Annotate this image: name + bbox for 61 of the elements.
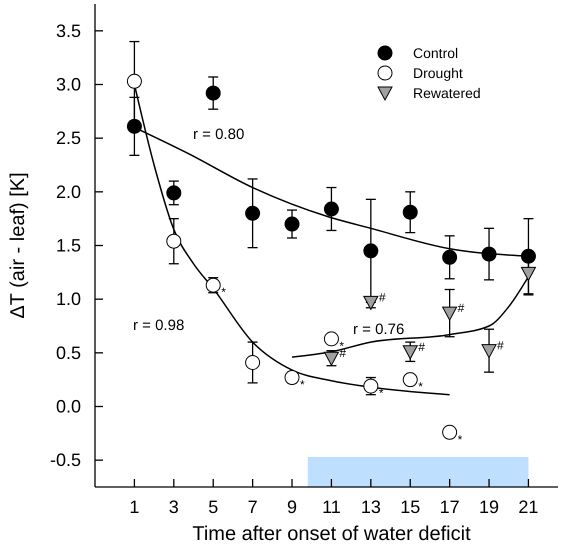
point [520, 248, 536, 264]
x-tick-label: 9 [287, 497, 298, 517]
point [284, 370, 300, 386]
point [126, 118, 142, 134]
annotation: * [458, 432, 463, 446]
annotation: # [418, 340, 426, 354]
x-tick-label: 21 [518, 497, 538, 517]
point [402, 372, 418, 388]
annotation: # [458, 301, 465, 316]
point [402, 345, 418, 360]
point [442, 250, 458, 265]
x-tick-label: 19 [479, 497, 500, 517]
point [245, 206, 260, 221]
x-tick-label: 5 [208, 497, 218, 517]
x-tick-label: 3 [168, 497, 179, 517]
y-axis-title: ΔT (air - leaf) [K] [7, 172, 29, 319]
y-tick-label: 0.5 [56, 342, 81, 363]
point [324, 331, 339, 346]
x-tick-label: 1 [129, 497, 140, 517]
legend-label: Control [413, 45, 458, 61]
annotation: * [300, 378, 306, 392]
point [284, 216, 300, 232]
y-tick-label: -0.5 [50, 450, 81, 470]
y-tick-label: 3.5 [56, 20, 81, 41]
point [482, 344, 497, 358]
point [324, 202, 339, 217]
point [166, 234, 182, 249]
point [363, 296, 378, 310]
point [363, 243, 378, 258]
x-tick-label: 17 [440, 497, 460, 517]
x-tick-label: 13 [360, 497, 381, 517]
x-tick-label: 7 [248, 497, 258, 517]
point [442, 306, 458, 321]
point [206, 86, 221, 101]
annotation: r = 0.76 [353, 321, 404, 338]
point [126, 74, 142, 89]
x-axis-title: Time after onset of water deficit [192, 523, 472, 545]
point [245, 354, 260, 370]
annotation: * [221, 285, 226, 300]
point [442, 424, 458, 440]
y-tick-label: 1.5 [56, 236, 81, 256]
point [402, 204, 418, 220]
y-tick-label: 2.5 [56, 128, 81, 148]
point [166, 185, 182, 200]
legend-label: Drought [413, 65, 463, 81]
y-tick-label: 3.0 [56, 74, 81, 94]
x-tick-label: 11 [322, 497, 341, 517]
annotation: r = 0.98 [133, 317, 184, 334]
annotation: r = 0.80 [193, 126, 244, 143]
annotation: * [378, 386, 384, 400]
point [520, 266, 536, 281]
y-tick-label: 2.0 [56, 182, 81, 202]
y-tick-label: 1.0 [56, 289, 81, 310]
annotation: # [339, 346, 346, 360]
y-tick-label: 0.0 [56, 396, 81, 416]
x-tick-label: 15 [400, 497, 420, 517]
annotation: * [418, 380, 424, 394]
annotation: # [378, 290, 386, 304]
point [482, 246, 497, 262]
annotation: # [497, 338, 504, 353]
legend-label: Rewatered [413, 85, 481, 101]
